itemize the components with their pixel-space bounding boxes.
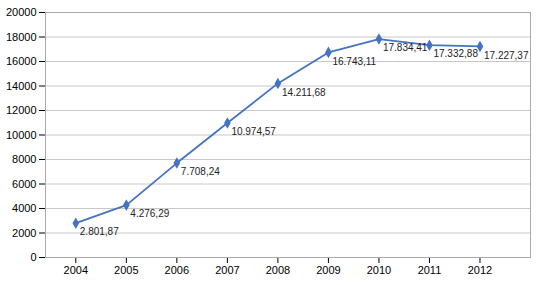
- svg-text:0: 0: [30, 251, 36, 263]
- svg-text:6000: 6000: [12, 178, 36, 190]
- svg-text:2008: 2008: [266, 264, 290, 276]
- svg-text:4000: 4000: [12, 202, 36, 214]
- svg-text:18000: 18000: [6, 31, 37, 43]
- svg-text:2010: 2010: [367, 264, 391, 276]
- svg-text:17.332,88: 17.332,88: [433, 48, 478, 59]
- svg-text:2005: 2005: [114, 264, 138, 276]
- svg-text:4.276,29: 4.276,29: [130, 208, 169, 219]
- svg-text:14.211,68: 14.211,68: [282, 87, 326, 98]
- svg-text:2000: 2000: [12, 227, 36, 239]
- svg-text:2011: 2011: [418, 264, 442, 276]
- svg-text:7.708,24: 7.708,24: [181, 166, 220, 177]
- svg-text:2.801,87: 2.801,87: [80, 226, 119, 237]
- svg-text:2007: 2007: [215, 264, 239, 276]
- svg-text:16000: 16000: [6, 55, 37, 67]
- svg-text:10.974,57: 10.974,57: [231, 126, 276, 137]
- svg-text:2009: 2009: [316, 264, 340, 276]
- svg-text:2004: 2004: [64, 264, 88, 276]
- svg-text:16.743,11: 16.743,11: [332, 55, 376, 66]
- svg-text:2006: 2006: [165, 264, 189, 276]
- svg-text:12000: 12000: [6, 104, 37, 116]
- svg-text:14000: 14000: [6, 80, 37, 92]
- svg-text:17.227,37: 17.227,37: [484, 50, 529, 61]
- svg-text:10000: 10000: [6, 129, 37, 141]
- svg-text:2012: 2012: [468, 264, 492, 276]
- svg-text:20000: 20000: [6, 6, 37, 18]
- svg-text:17.834,41: 17.834,41: [383, 42, 428, 53]
- svg-text:8000: 8000: [12, 153, 36, 165]
